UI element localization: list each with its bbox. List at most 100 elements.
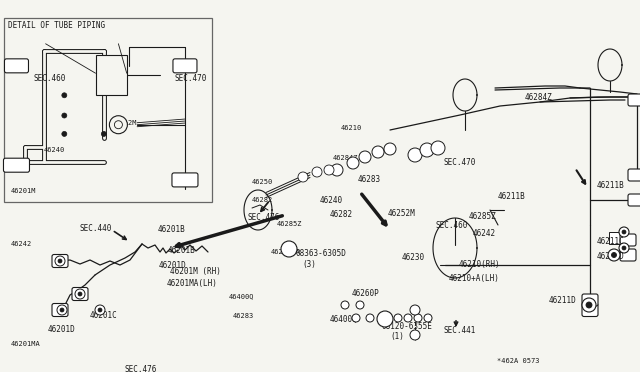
Text: 46285Z: 46285Z [469,212,497,221]
Text: 46400Q: 46400Q [330,315,358,324]
Text: b: b [314,171,317,176]
Text: (1): (1) [390,332,404,341]
FancyBboxPatch shape [72,288,88,301]
Circle shape [404,314,412,322]
Circle shape [60,308,64,312]
Circle shape [331,164,343,176]
Circle shape [359,151,371,163]
Circle shape [62,93,67,98]
Text: 46211D: 46211D [549,296,577,305]
Circle shape [622,246,626,250]
Circle shape [611,253,616,257]
FancyBboxPatch shape [582,294,598,306]
Circle shape [420,143,434,157]
Circle shape [95,305,105,315]
Circle shape [622,230,626,234]
Text: 46230: 46230 [402,253,425,262]
Circle shape [608,249,620,261]
Circle shape [58,259,62,263]
Text: SEC.441: SEC.441 [444,326,476,335]
Text: 46210+A: 46210+A [270,248,300,255]
Text: 46242: 46242 [10,241,31,247]
Text: d: d [423,150,427,154]
Text: 46282: 46282 [330,210,353,219]
Circle shape [384,143,396,155]
Circle shape [366,314,374,322]
Text: d: d [411,154,415,160]
Circle shape [352,314,360,322]
FancyBboxPatch shape [582,304,598,317]
Text: SEC.460: SEC.460 [435,221,467,230]
Circle shape [101,131,106,137]
Circle shape [372,146,384,158]
Circle shape [115,121,122,129]
Text: 46201D: 46201D [48,325,76,334]
Text: 46282: 46282 [252,197,273,203]
Circle shape [324,165,334,175]
Text: 46252M: 46252M [388,209,416,218]
Text: 46210+A(LH): 46210+A(LH) [449,274,500,283]
Text: 46201MA(LH): 46201MA(LH) [167,279,218,288]
Circle shape [394,314,402,322]
Text: 46400Q: 46400Q [228,293,254,299]
Circle shape [586,302,592,308]
Text: 46201MA: 46201MA [10,341,40,347]
Circle shape [356,301,364,309]
Text: SEC.476: SEC.476 [125,365,157,372]
Text: 46283: 46283 [233,313,254,319]
FancyBboxPatch shape [3,158,29,172]
Circle shape [57,305,67,315]
Circle shape [341,301,349,309]
Text: a: a [300,176,303,181]
Circle shape [424,314,432,322]
Circle shape [408,148,422,162]
Text: 46240: 46240 [320,196,343,205]
Text: 46201M: 46201M [10,188,36,194]
Circle shape [619,243,629,253]
FancyBboxPatch shape [52,254,68,267]
Text: 46211C: 46211C [597,237,625,246]
Text: 08120-6355E: 08120-6355E [382,322,433,331]
Text: SEC.470: SEC.470 [443,158,476,167]
Text: 46260P: 46260P [352,289,380,298]
Circle shape [312,167,322,177]
FancyBboxPatch shape [172,173,198,187]
Text: 46210: 46210 [341,125,362,131]
Circle shape [62,113,67,118]
Circle shape [62,131,67,137]
Text: SEC.440: SEC.440 [80,224,113,233]
Circle shape [414,314,422,322]
Circle shape [347,157,359,169]
Text: B: B [382,317,387,326]
Text: c: c [326,169,329,174]
Text: 46283: 46283 [358,175,381,184]
Text: 46242: 46242 [473,229,496,238]
Circle shape [298,172,308,182]
Circle shape [75,289,85,299]
Text: 46211B: 46211B [498,192,525,201]
Text: 46240: 46240 [44,147,65,154]
Circle shape [619,227,629,237]
FancyBboxPatch shape [4,59,29,73]
Circle shape [410,305,420,315]
Circle shape [410,330,420,340]
Text: 46201B: 46201B [158,225,186,234]
FancyBboxPatch shape [628,169,640,181]
Text: 46201B: 46201B [168,246,196,255]
Circle shape [582,298,596,312]
Text: 46201D: 46201D [159,261,187,270]
FancyBboxPatch shape [52,304,68,317]
Text: 46250: 46250 [252,179,273,185]
Circle shape [55,256,65,266]
Text: (3): (3) [302,260,316,269]
Text: 46285Z: 46285Z [276,221,302,227]
Text: 46211D: 46211D [597,252,625,261]
Text: SEC.470: SEC.470 [175,74,207,83]
Bar [95,55,127,95]
FancyBboxPatch shape [173,59,197,73]
Text: e: e [434,148,438,153]
Circle shape [109,116,127,134]
FancyBboxPatch shape [628,94,640,106]
Text: 08363-6305D: 08363-6305D [296,249,347,258]
Text: 46252M: 46252M [112,120,138,126]
